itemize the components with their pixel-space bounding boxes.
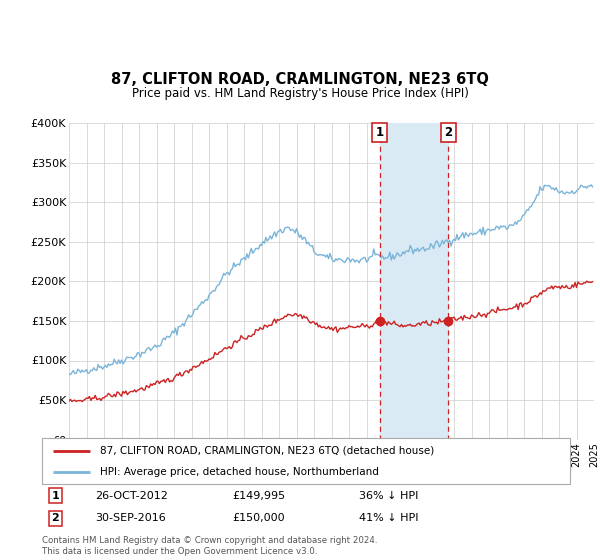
Text: 1: 1 <box>52 491 59 501</box>
Text: 36% ↓ HPI: 36% ↓ HPI <box>359 491 418 501</box>
Bar <box>380 123 448 440</box>
Text: 2: 2 <box>52 514 59 523</box>
Text: 2: 2 <box>444 126 452 139</box>
Text: Price paid vs. HM Land Registry's House Price Index (HPI): Price paid vs. HM Land Registry's House … <box>131 87 469 100</box>
Text: 26-OCT-2012: 26-OCT-2012 <box>95 491 167 501</box>
Text: HPI: Average price, detached house, Northumberland: HPI: Average price, detached house, Nort… <box>100 467 379 477</box>
Text: Contains HM Land Registry data © Crown copyright and database right 2024.
This d: Contains HM Land Registry data © Crown c… <box>42 536 377 556</box>
Text: 87, CLIFTON ROAD, CRAMLINGTON, NE23 6TQ: 87, CLIFTON ROAD, CRAMLINGTON, NE23 6TQ <box>111 72 489 87</box>
Text: £149,995: £149,995 <box>232 491 285 501</box>
Text: 1: 1 <box>376 126 383 139</box>
Text: 30-SEP-2016: 30-SEP-2016 <box>95 514 166 523</box>
Text: 87, CLIFTON ROAD, CRAMLINGTON, NE23 6TQ (detached house): 87, CLIFTON ROAD, CRAMLINGTON, NE23 6TQ … <box>100 446 434 456</box>
FancyBboxPatch shape <box>42 438 570 484</box>
Text: 41% ↓ HPI: 41% ↓ HPI <box>359 514 418 523</box>
Text: £150,000: £150,000 <box>232 514 285 523</box>
